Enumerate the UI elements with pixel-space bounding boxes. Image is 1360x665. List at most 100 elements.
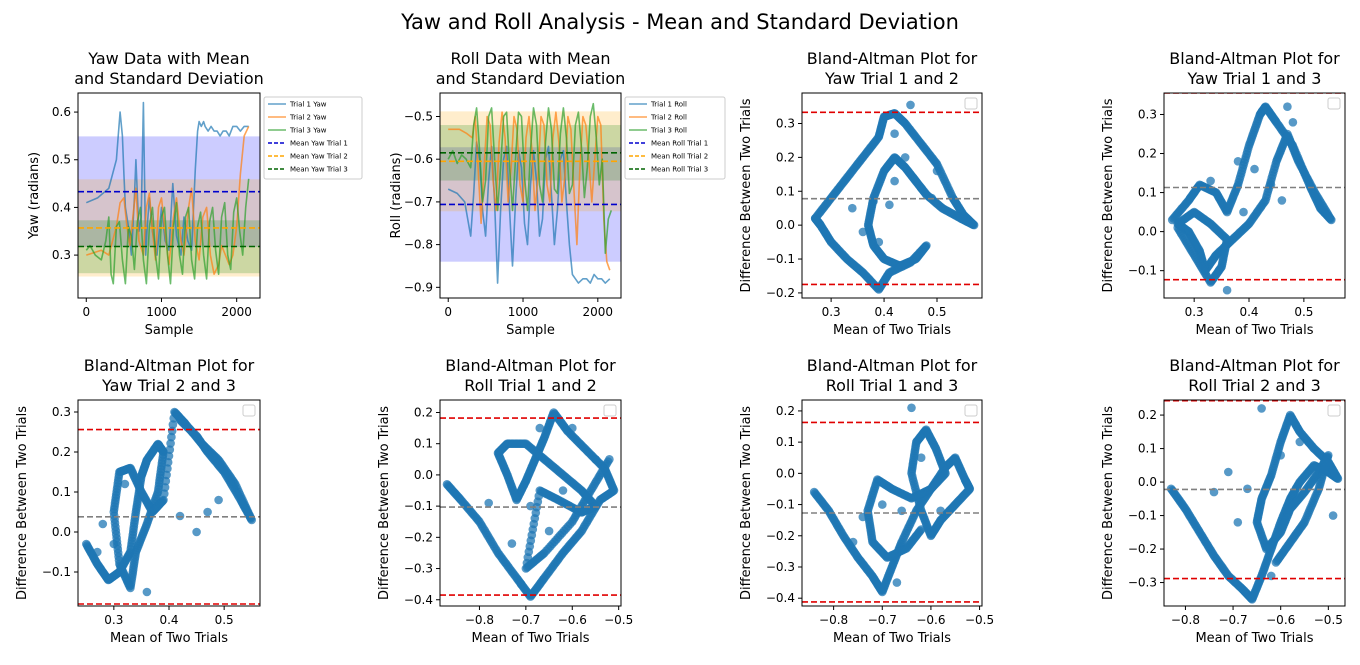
y-tick-label: 0.3: [1138, 107, 1157, 121]
legend-label: Trial 2 Yaw: [289, 114, 327, 122]
x-axis-label: Mean of Two Trials: [1195, 631, 1313, 646]
subplot-title-line: Bland-Altman Plot for: [1169, 49, 1340, 68]
legend: Trial 1 Roll Trial 2 Roll Trial 3 Roll Mean…: [624, 96, 726, 180]
scatter-point: [885, 200, 894, 210]
y-axis-label: Difference Between Two Trials: [1101, 406, 1116, 600]
y-tick-label: −0.2: [766, 286, 795, 300]
legend-label: Mean Yaw Trial 1: [290, 140, 348, 148]
scatter-point: [1239, 207, 1248, 217]
y-tick-label: 0.2: [1138, 408, 1157, 422]
empty-legend: [603, 404, 617, 417]
x-axis-label: Mean of Two Trials: [833, 323, 951, 338]
x-axis-label: Sample: [506, 323, 555, 338]
scatter-point: [160, 483, 170, 492]
scatter-point: [175, 415, 185, 425]
subplot-title-line: Bland-Altman Plot for: [1169, 356, 1340, 375]
x-axis-label: Mean of Two Trials: [833, 631, 951, 646]
legend-label: Mean Yaw Trial 3: [290, 166, 348, 174]
y-axis-label: Difference Between Two Trials: [739, 406, 754, 600]
x-tick-label: −0.7: [868, 613, 897, 627]
scatter-point: [1277, 196, 1287, 205]
y-tick-label: 0.3: [776, 116, 795, 130]
scatter-point: [1224, 467, 1233, 477]
scatter-point: [1173, 223, 1182, 232]
scatter-point: [120, 479, 130, 489]
x-tick-label: 0.3: [104, 613, 123, 627]
scatter-point: [109, 539, 119, 549]
legend-label: Trial 1 Yaw: [289, 101, 327, 109]
scatter-point: [516, 579, 526, 589]
x-tick-label: −0.8: [465, 613, 494, 627]
x-tick-label: 0.5: [215, 613, 234, 627]
series-line: [447, 102, 613, 254]
y-tick-label: 0.1: [52, 485, 71, 499]
y-tick-label: −0.1: [1128, 509, 1157, 523]
scatter-point: [1288, 118, 1298, 127]
subplot-title-line: Roll Trial 1 and 3: [826, 376, 959, 395]
legend-frame: [263, 96, 363, 180]
scatter-point: [848, 203, 857, 213]
y-tick-label: −0.9: [404, 280, 433, 294]
x-tick-label: −0.6: [916, 613, 945, 627]
x-tick-label: −0.6: [558, 613, 587, 627]
scatter-point: [907, 403, 916, 413]
y-tick-label: 0.2: [1138, 147, 1157, 161]
y-axis-label: Roll (radians): [389, 152, 404, 238]
subplot-title-line: Bland-Altman Plot for: [445, 356, 616, 375]
y-axis-label: Difference Between Two Trials: [739, 98, 754, 292]
y-tick-label: −0.2: [1128, 542, 1157, 556]
y-tick-label: −0.3: [404, 562, 433, 576]
scatter-point: [890, 176, 899, 186]
x-axis-label: Sample: [145, 323, 194, 338]
axes-frame: [1163, 92, 1346, 299]
scatter-point: [484, 498, 494, 508]
scatter-point: [160, 489, 169, 499]
plot-area: [78, 407, 260, 605]
x-tick-label: 0.4: [875, 305, 894, 319]
plot-area: [78, 101, 260, 285]
legend-label: Trial 3 Roll: [650, 127, 687, 135]
y-tick-label: −0.4: [766, 591, 795, 605]
subplot-title-line: Yaw Trial 1 and 3: [1187, 69, 1322, 88]
scatter-point: [544, 526, 554, 536]
x-tick-label: −0.6: [1266, 613, 1295, 627]
legend-label: Mean Roll Trial 2: [651, 153, 708, 161]
series-line: [447, 141, 611, 284]
scatter-point: [1206, 176, 1215, 186]
axes-frame: [1163, 399, 1346, 607]
plot-area: [1164, 400, 1345, 604]
y-tick-label: 0.2: [776, 150, 795, 164]
scatter-point: [142, 587, 152, 597]
scatter-point: [1328, 511, 1338, 520]
y-axis-label: Difference Between Two Trials: [1101, 98, 1116, 292]
y-axis-label: Difference Between Two Trials: [377, 406, 392, 600]
y-tick-label: 0.0: [776, 466, 795, 480]
plot-area: [1164, 93, 1345, 295]
y-tick-label: 0.3: [52, 405, 71, 419]
scatter-point: [897, 506, 906, 516]
x-tick-label: 0.3: [1185, 305, 1204, 319]
x-tick-label: −0.8: [1171, 613, 1200, 627]
axes-frame: [77, 92, 261, 299]
legend-label: Trial 3 Yaw: [289, 127, 327, 135]
legend-label: Mean Roll Trial 3: [651, 166, 708, 174]
scatter-point: [558, 486, 568, 495]
subplot-title-line: Roll Trial 1 and 2: [464, 376, 597, 395]
y-tick-label: 0.1: [1138, 186, 1157, 200]
legend: Trial 1 Yaw Trial 2 Yaw Trial 3 Yaw Mean Ya…: [263, 96, 363, 180]
y-tick-label: 0.0: [1138, 475, 1157, 489]
scatter-point: [936, 506, 945, 516]
x-tick-label: −0.7: [511, 613, 540, 627]
scatter-point: [98, 519, 108, 529]
y-tick-label: 0.1: [1138, 442, 1157, 456]
series-line: [85, 178, 250, 285]
scatter-point: [858, 512, 868, 522]
scatter-point: [932, 166, 942, 176]
empty-legend: [242, 404, 256, 417]
empty-legend: [1327, 97, 1341, 110]
x-axis-label: Mean of Two Trials: [471, 631, 589, 646]
